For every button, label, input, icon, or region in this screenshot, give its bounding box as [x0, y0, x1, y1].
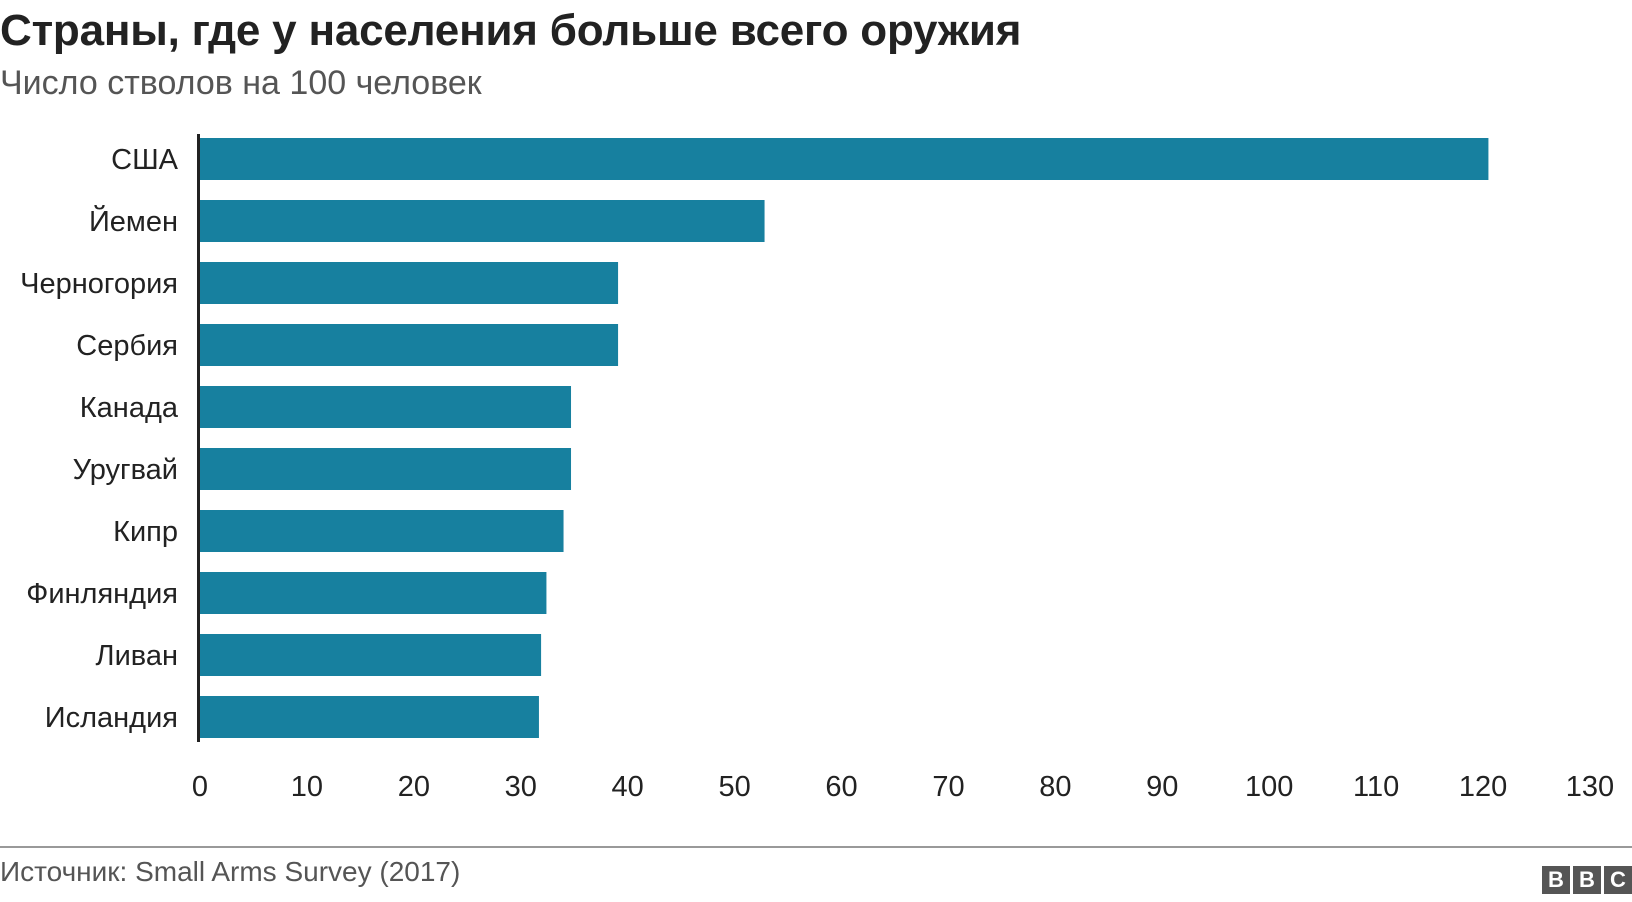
- bar: [200, 634, 542, 676]
- x-tick-label: 120: [1459, 771, 1507, 803]
- category-label: Канада: [80, 392, 179, 424]
- x-tick-label: 100: [1245, 771, 1293, 803]
- category-label: Финляндия: [26, 578, 178, 610]
- category-label: Кипр: [113, 516, 178, 548]
- bar: [200, 510, 564, 552]
- category-label: Йемен: [89, 204, 178, 238]
- bbc-logo-letter: B: [1542, 866, 1570, 894]
- x-tick-label: 40: [612, 771, 644, 803]
- bar: [200, 448, 572, 490]
- x-tick-label: 60: [825, 771, 857, 803]
- category-label: Ливан: [96, 640, 178, 672]
- bbc-logo-letter: C: [1604, 866, 1632, 894]
- bbc-logo-letter: B: [1573, 866, 1601, 894]
- x-tick-label: 130: [1566, 771, 1614, 803]
- x-tick-label: 10: [291, 771, 323, 803]
- x-tick-label: 110: [1353, 771, 1399, 803]
- category-label: Исландия: [45, 702, 178, 734]
- x-tick-label: 0: [192, 771, 208, 803]
- x-tick-label: 30: [505, 771, 537, 803]
- x-tick-label: 50: [718, 771, 750, 803]
- bar: [200, 386, 572, 428]
- category-label: Черногория: [20, 268, 178, 300]
- bar: [200, 572, 547, 614]
- category-label: Уругвай: [73, 454, 178, 486]
- bar: [200, 696, 539, 738]
- x-tick-label: 20: [398, 771, 430, 803]
- bar: [200, 324, 619, 366]
- category-label: Сербия: [76, 330, 178, 362]
- source-note: Источник: Small Arms Survey (2017): [0, 856, 461, 887]
- bar: [200, 200, 765, 242]
- x-tick-label: 70: [932, 771, 964, 803]
- x-tick-label: 80: [1039, 771, 1071, 803]
- footer-divider: [0, 846, 1632, 848]
- category-label: США: [111, 144, 179, 176]
- chart-subtitle: Число стволов на 100 человек: [0, 64, 482, 102]
- x-tick-label: 90: [1146, 771, 1178, 803]
- bar: [200, 138, 1489, 180]
- bar: [200, 262, 619, 304]
- chart-title: Страны, где у населения больше всего ору…: [0, 6, 1022, 55]
- bbc-logo: B B C: [1542, 866, 1632, 894]
